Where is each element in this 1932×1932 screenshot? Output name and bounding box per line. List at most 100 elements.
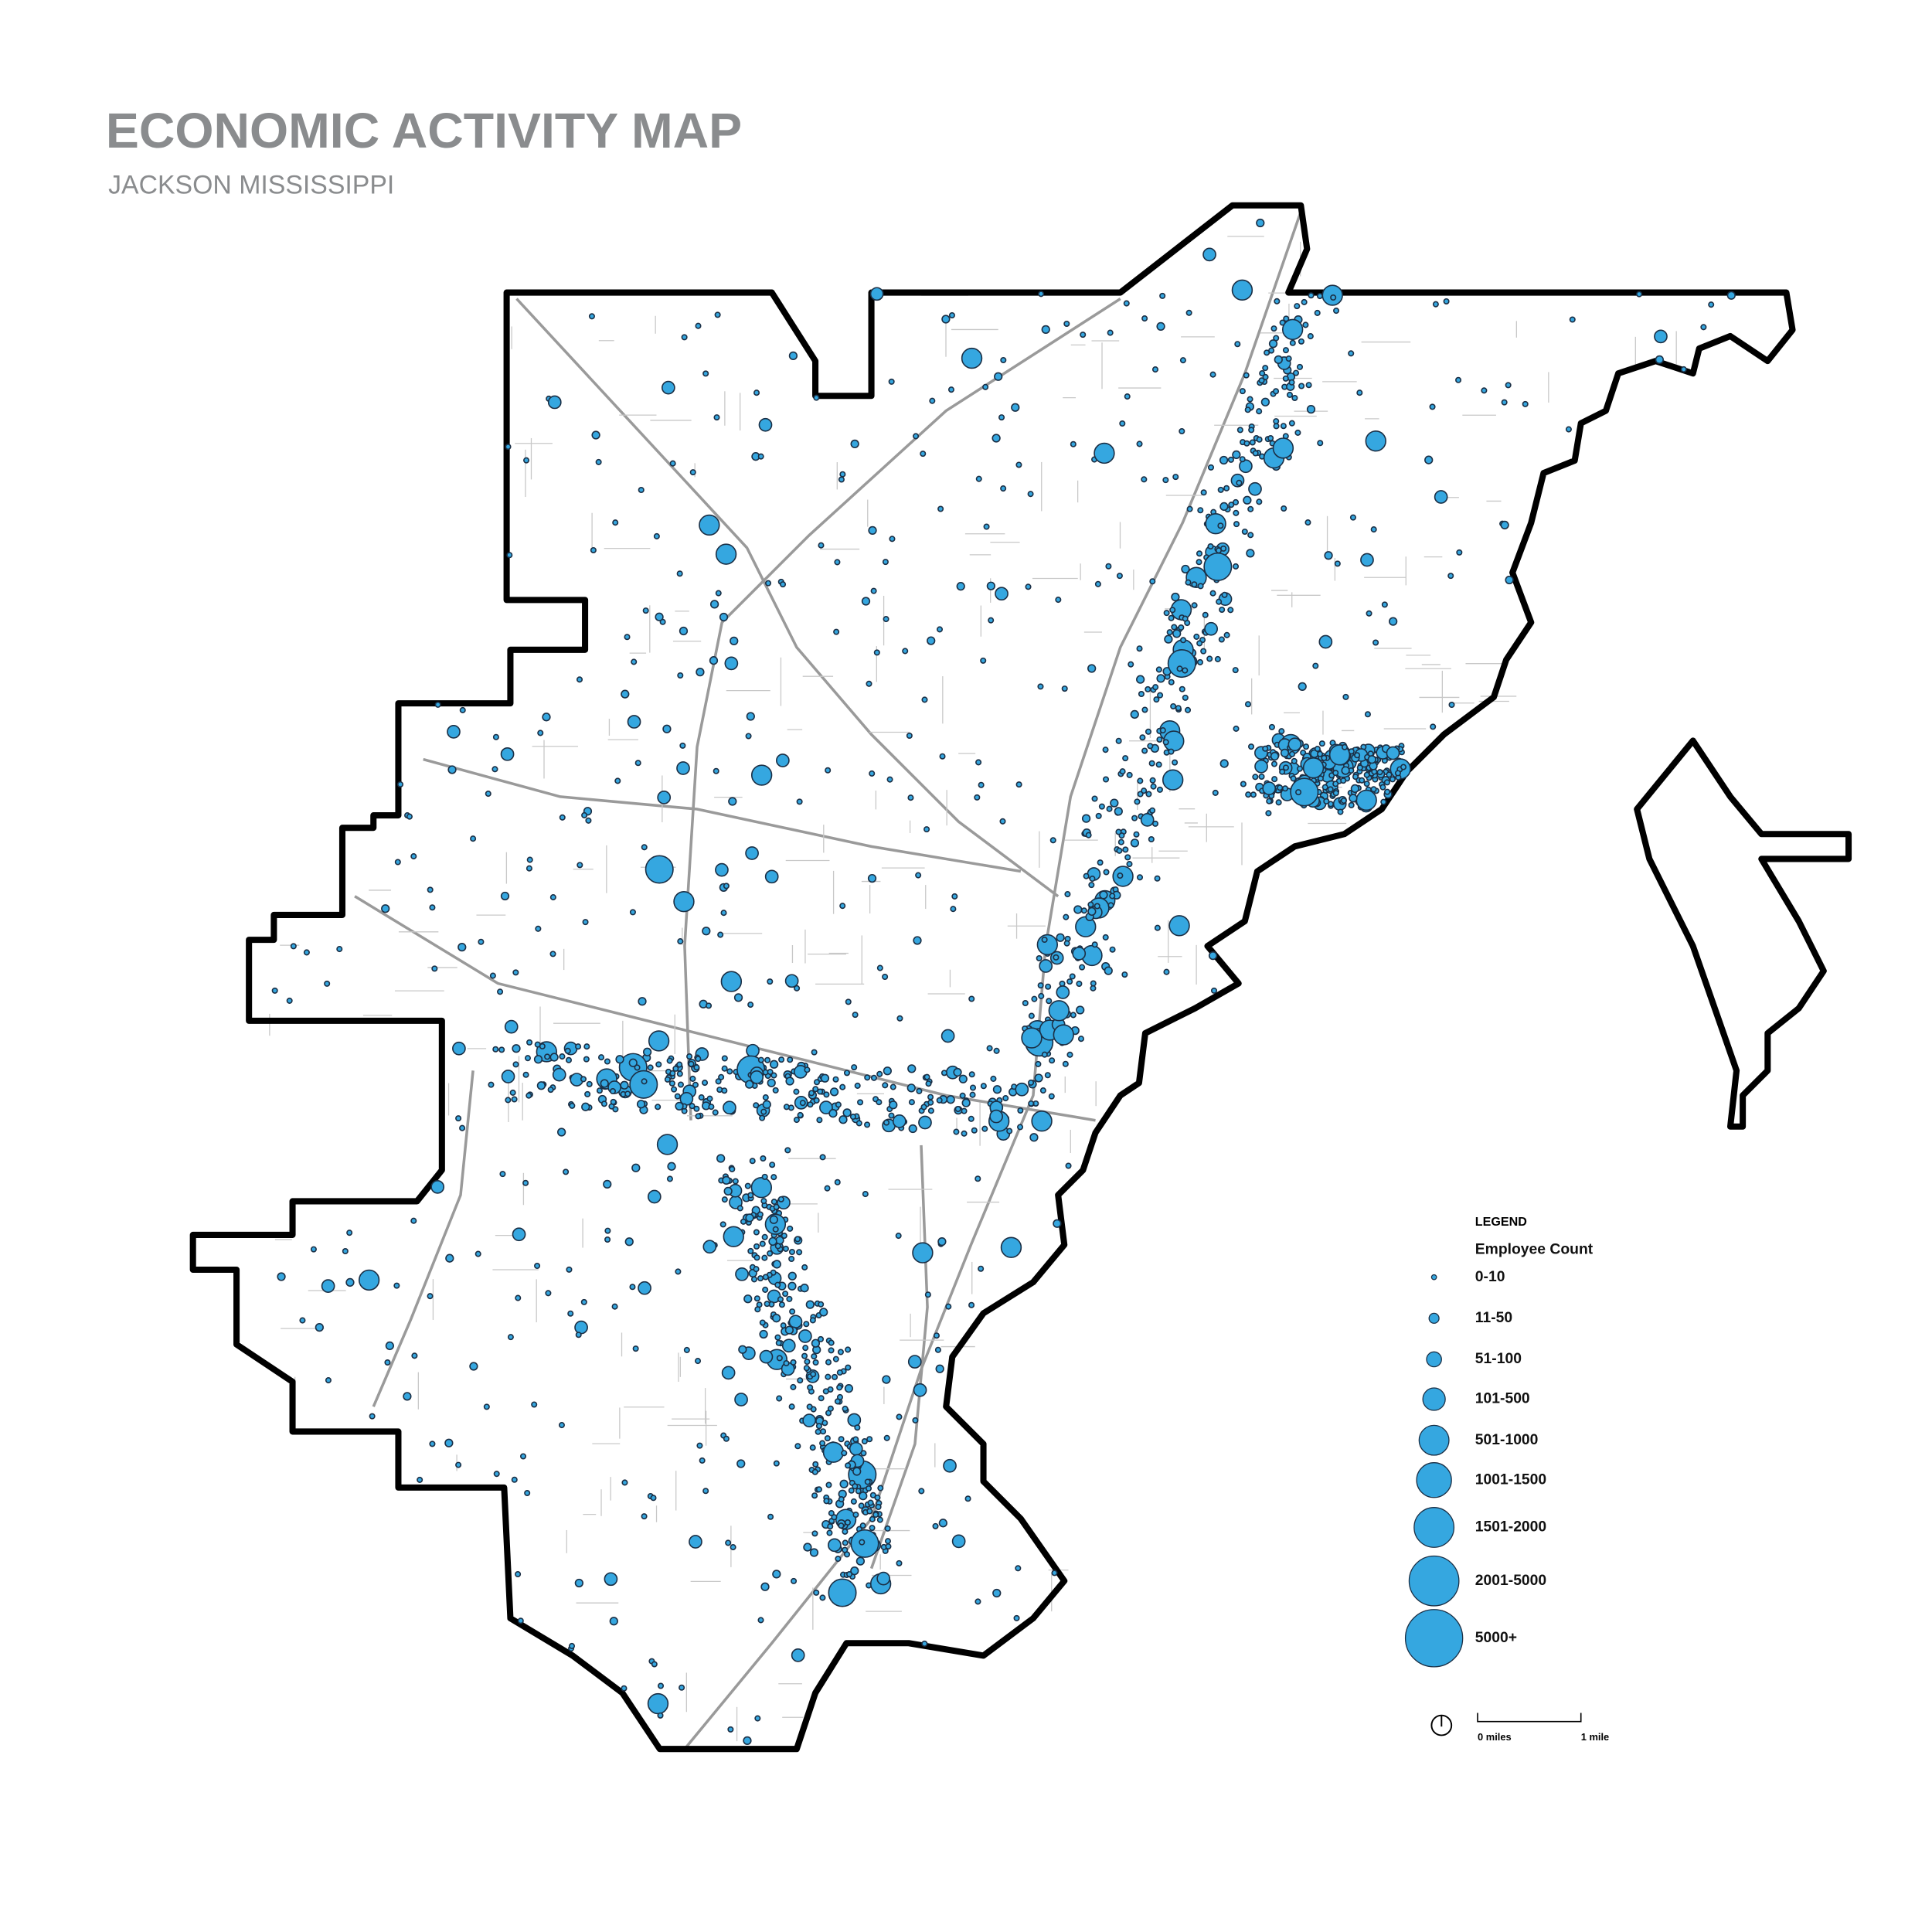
business-point — [1279, 768, 1286, 775]
business-point — [580, 1298, 587, 1305]
business-point — [470, 835, 477, 842]
business-point — [695, 1056, 702, 1063]
business-point — [834, 559, 841, 566]
business-point — [1348, 748, 1355, 755]
business-point — [908, 1099, 915, 1106]
business-point — [971, 1127, 978, 1134]
business-point — [1059, 980, 1066, 987]
business-point — [1028, 1079, 1035, 1086]
business-point — [1157, 692, 1164, 699]
business-point — [720, 971, 743, 992]
business-point — [886, 776, 893, 783]
business-point — [699, 1457, 706, 1464]
business-point — [1073, 905, 1083, 914]
business-point — [1287, 737, 1302, 752]
business-point — [1356, 764, 1363, 771]
business-point — [627, 715, 641, 729]
business-point — [1200, 489, 1207, 496]
business-point — [1124, 393, 1131, 400]
business-point — [517, 1617, 524, 1624]
business-point — [1196, 550, 1203, 557]
business-point — [1175, 705, 1182, 712]
business-point — [692, 1081, 699, 1088]
business-point — [709, 656, 719, 665]
business-point — [1270, 760, 1278, 767]
business-point — [781, 1233, 787, 1240]
business-point — [679, 1684, 685, 1691]
business-point — [728, 797, 737, 806]
business-point — [937, 505, 944, 512]
legend-symbol — [1422, 1387, 1446, 1411]
business-point — [1290, 777, 1319, 807]
business-point — [1156, 674, 1165, 683]
business-point — [836, 1369, 843, 1376]
business-point — [526, 865, 532, 872]
business-point — [596, 1087, 603, 1094]
business-point — [1163, 610, 1170, 617]
business-point — [819, 1594, 826, 1601]
business-point — [526, 1092, 532, 1099]
business-point — [828, 1339, 835, 1346]
business-point — [1360, 553, 1374, 567]
business-point — [827, 1523, 834, 1530]
business-point — [927, 1094, 934, 1100]
business-point — [907, 1355, 922, 1369]
business-point — [715, 1078, 722, 1085]
business-point — [410, 853, 417, 860]
business-point — [1447, 573, 1454, 580]
legend-symbol — [1413, 1507, 1455, 1548]
business-point — [978, 1265, 985, 1272]
business-point — [590, 546, 597, 554]
business-point — [1243, 372, 1250, 379]
business-point — [873, 649, 880, 656]
business-point — [753, 1254, 760, 1261]
business-point — [1116, 847, 1123, 854]
business-point — [843, 1551, 851, 1558]
business-point — [1159, 292, 1166, 299]
business-point — [1234, 341, 1241, 348]
business-point — [1376, 769, 1383, 776]
business-point — [1088, 882, 1095, 889]
business-point — [784, 974, 799, 988]
business-point — [1432, 301, 1439, 308]
business-point — [1191, 602, 1198, 609]
business-point — [1099, 890, 1108, 900]
business-point — [675, 1101, 684, 1111]
business-point — [723, 1226, 744, 1247]
highway — [869, 1145, 929, 1570]
business-point — [1149, 807, 1156, 814]
business-point — [536, 1081, 546, 1090]
business-point — [794, 1236, 801, 1243]
business-point — [1386, 771, 1393, 778]
business-point — [1136, 874, 1144, 881]
business-point — [531, 1401, 538, 1408]
business-point — [1232, 667, 1239, 674]
business-point — [702, 1240, 717, 1254]
business-point — [1038, 291, 1045, 298]
business-point — [1156, 786, 1163, 793]
business-point — [588, 313, 595, 320]
business-point — [1069, 973, 1076, 980]
business-point — [888, 1112, 895, 1119]
business-point — [1249, 439, 1256, 446]
business-point — [757, 1617, 764, 1624]
business-point — [1429, 403, 1436, 410]
business-point — [336, 946, 343, 953]
business-point — [861, 1437, 868, 1445]
business-point — [906, 732, 913, 740]
business-point — [427, 886, 434, 893]
business-point — [750, 1070, 764, 1084]
business-point — [864, 1478, 871, 1485]
business-point — [848, 1487, 855, 1494]
legend-label: 51-100 — [1475, 1351, 1522, 1367]
business-point — [823, 1498, 830, 1505]
business-point — [778, 1056, 785, 1063]
business-point — [1341, 766, 1350, 775]
business-point — [727, 1726, 734, 1733]
business-point — [760, 1108, 767, 1115]
business-point — [759, 1319, 766, 1326]
business-point — [812, 1359, 819, 1366]
business-point — [777, 1196, 784, 1202]
business-point — [896, 1015, 903, 1022]
business-point — [1115, 828, 1122, 835]
